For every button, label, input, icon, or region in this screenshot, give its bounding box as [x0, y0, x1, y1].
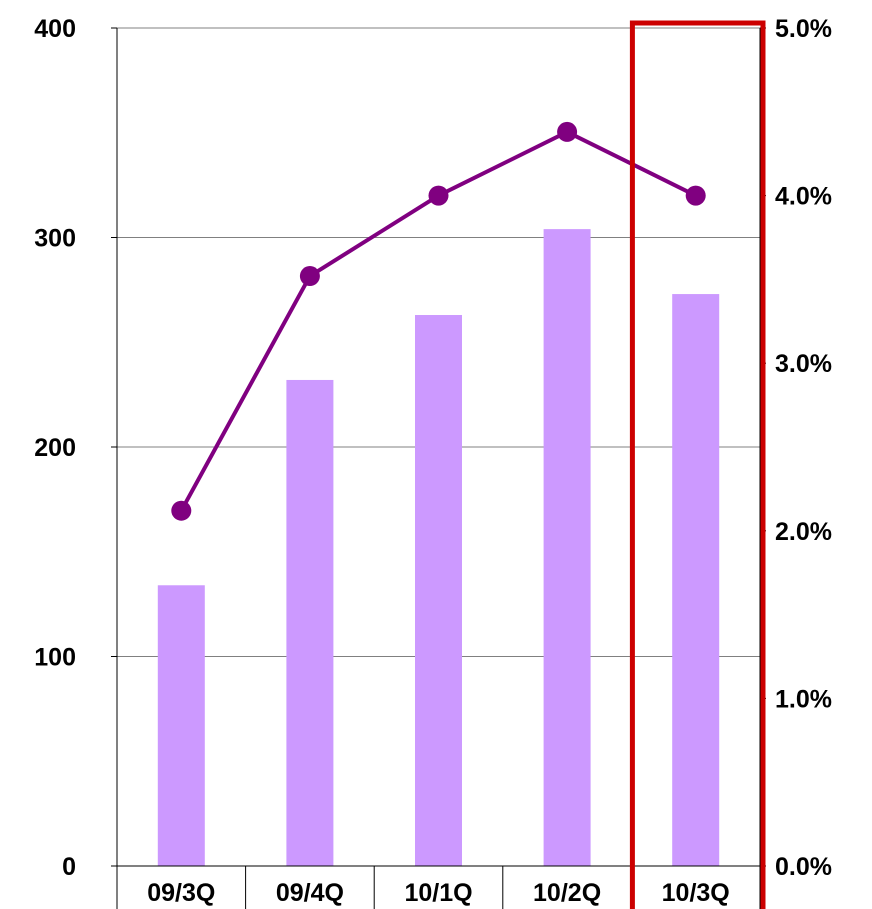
line-point: [299, 266, 320, 287]
bar: [286, 379, 334, 866]
left-tick-label: 400: [34, 15, 76, 43]
left-tick-label: 300: [34, 225, 76, 253]
left-tick-label: 0: [62, 853, 76, 881]
highlight-box: [629, 20, 766, 909]
tick-labels: 0 100 200 300 400 0.0% 1.0% 2.0% 3.0% 4.0% 5.0% 09/…: [34, 15, 832, 907]
bar: [415, 315, 462, 866]
line-point: [685, 185, 706, 206]
left-tick-label: 100: [34, 644, 76, 672]
x-tick-label: 10/2Q: [533, 879, 601, 907]
right-tick-label: 2.0%: [775, 518, 832, 546]
left-tick-label: 200: [34, 434, 76, 462]
x-tick-label: 10/3Q: [662, 879, 730, 907]
bar-series: [157, 229, 720, 866]
line-series: [171, 121, 706, 521]
right-tick-label: 4.0%: [775, 183, 832, 211]
x-tick-label: 09/4Q: [276, 879, 344, 907]
bar: [157, 585, 205, 866]
x-tick-label: 09/3Q: [147, 879, 215, 907]
line-point: [557, 121, 578, 142]
right-tick-label: 1.0%: [775, 685, 832, 713]
right-tick-label: 3.0%: [775, 350, 832, 378]
line-point: [428, 185, 449, 206]
bar: [672, 294, 720, 866]
right-tick-label: 5.0%: [775, 15, 832, 43]
right-tick-label: 0.0%: [775, 853, 832, 881]
x-tick-label: 10/1Q: [404, 879, 472, 907]
line-point: [171, 500, 192, 521]
bar: [543, 229, 591, 866]
highlight-group: [629, 20, 766, 909]
